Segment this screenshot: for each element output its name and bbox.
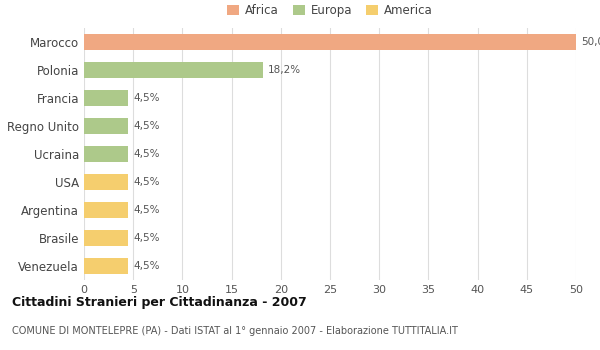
- Bar: [84, 118, 128, 134]
- Text: 4,5%: 4,5%: [133, 121, 160, 131]
- Text: 4,5%: 4,5%: [133, 149, 160, 159]
- Legend: Africa, Europa, America: Africa, Europa, America: [227, 4, 433, 17]
- Text: 4,5%: 4,5%: [133, 261, 160, 271]
- Text: COMUNE DI MONTELEPRE (PA) - Dati ISTAT al 1° gennaio 2007 - Elaborazione TUTTITA: COMUNE DI MONTELEPRE (PA) - Dati ISTAT a…: [12, 326, 458, 336]
- Bar: [84, 146, 128, 162]
- Bar: [84, 62, 263, 78]
- Bar: [84, 90, 128, 106]
- Text: Cittadini Stranieri per Cittadinanza - 2007: Cittadini Stranieri per Cittadinanza - 2…: [12, 296, 307, 309]
- Bar: [84, 230, 128, 246]
- Text: 50,0%: 50,0%: [581, 37, 600, 47]
- Bar: [84, 258, 128, 274]
- Text: 18,2%: 18,2%: [268, 65, 301, 75]
- Text: 4,5%: 4,5%: [133, 177, 160, 187]
- Bar: [84, 174, 128, 190]
- Text: 4,5%: 4,5%: [133, 93, 160, 103]
- Bar: [84, 34, 576, 50]
- Text: 4,5%: 4,5%: [133, 233, 160, 243]
- Bar: [84, 202, 128, 218]
- Text: 4,5%: 4,5%: [133, 205, 160, 215]
